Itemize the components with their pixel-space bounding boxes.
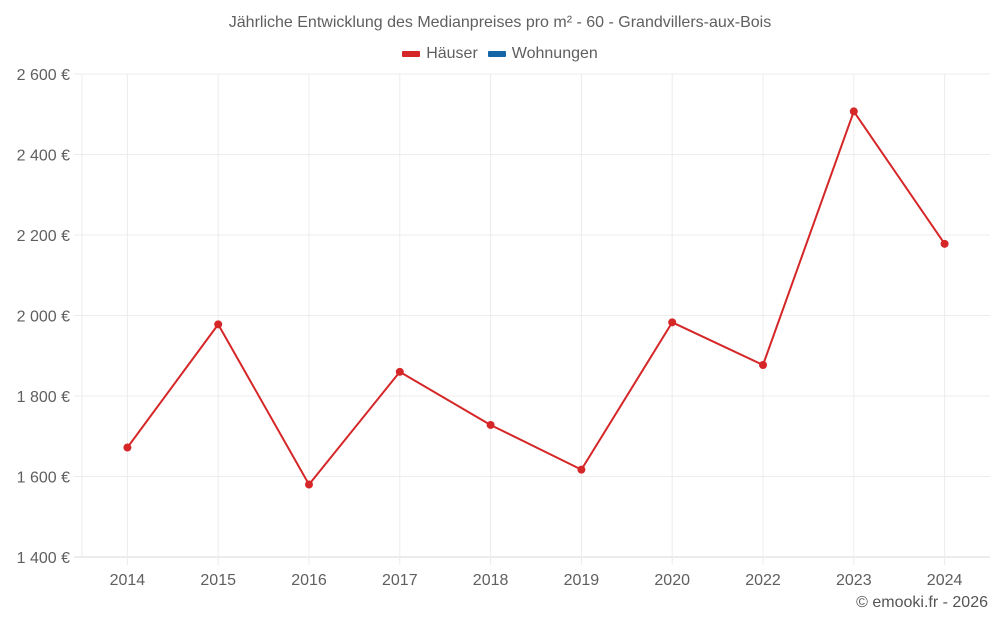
x-tick-label: 2014 bbox=[110, 572, 146, 589]
chart-legend: Häuser Wohnungen bbox=[0, 45, 1000, 63]
chart-title: Jährliche Entwicklung des Medianpreises … bbox=[228, 14, 772, 31]
x-axis: 2014 2015 2016 2017 2018 2019 2020 2022 2023 2024 bbox=[110, 572, 963, 589]
data-point[interactable] bbox=[214, 320, 223, 329]
series-haeuser bbox=[123, 107, 949, 489]
x-tick-label: 2020 bbox=[654, 572, 690, 589]
y-tick-label: 1 400 € bbox=[17, 550, 70, 567]
y-tick-label: 2 000 € bbox=[17, 309, 70, 326]
legend-item-haeuser[interactable]: Häuser bbox=[402, 45, 478, 63]
y-tick-label: 2 600 € bbox=[17, 67, 70, 84]
y-axis: 1 400 € 1 600 € 1 800 € 2 000 € 2 200 € 2 400… bbox=[17, 67, 70, 567]
legend-item-wohnungen[interactable]: Wohnungen bbox=[487, 45, 598, 63]
legend-swatch-wohnungen bbox=[487, 51, 506, 57]
x-tick-label: 2024 bbox=[927, 572, 963, 589]
x-tick-label: 2022 bbox=[745, 572, 781, 589]
x-tick-label: 2019 bbox=[564, 572, 600, 589]
credit-text: © emooki.fr - 2026 bbox=[856, 594, 988, 611]
grid-lines bbox=[74, 73, 990, 565]
data-point[interactable] bbox=[668, 318, 677, 327]
y-tick-label: 1 600 € bbox=[17, 470, 70, 487]
data-point[interactable] bbox=[759, 361, 767, 370]
y-tick-label: 2 400 € bbox=[17, 148, 70, 165]
data-point[interactable] bbox=[305, 480, 313, 489]
y-tick-label: 2 200 € bbox=[17, 228, 70, 245]
x-tick-label: 2016 bbox=[291, 572, 327, 589]
data-point[interactable] bbox=[395, 367, 404, 376]
y-tick-label: 1 800 € bbox=[17, 389, 70, 406]
series-line bbox=[126, 110, 946, 486]
x-tick-label: 2018 bbox=[473, 572, 509, 589]
x-tick-label: 2015 bbox=[200, 572, 236, 589]
x-tick-label: 2023 bbox=[836, 572, 872, 589]
legend-label-wohnungen: Wohnungen bbox=[511, 45, 598, 62]
data-point[interactable] bbox=[849, 107, 858, 116]
x-tick-label: 2017 bbox=[382, 572, 418, 589]
data-point[interactable] bbox=[577, 465, 586, 474]
data-point[interactable] bbox=[940, 239, 949, 248]
data-point[interactable] bbox=[123, 443, 132, 452]
data-point[interactable] bbox=[486, 420, 495, 429]
legend-label-haeuser: Häuser bbox=[426, 45, 478, 62]
legend-swatch-haeuser bbox=[402, 51, 421, 57]
